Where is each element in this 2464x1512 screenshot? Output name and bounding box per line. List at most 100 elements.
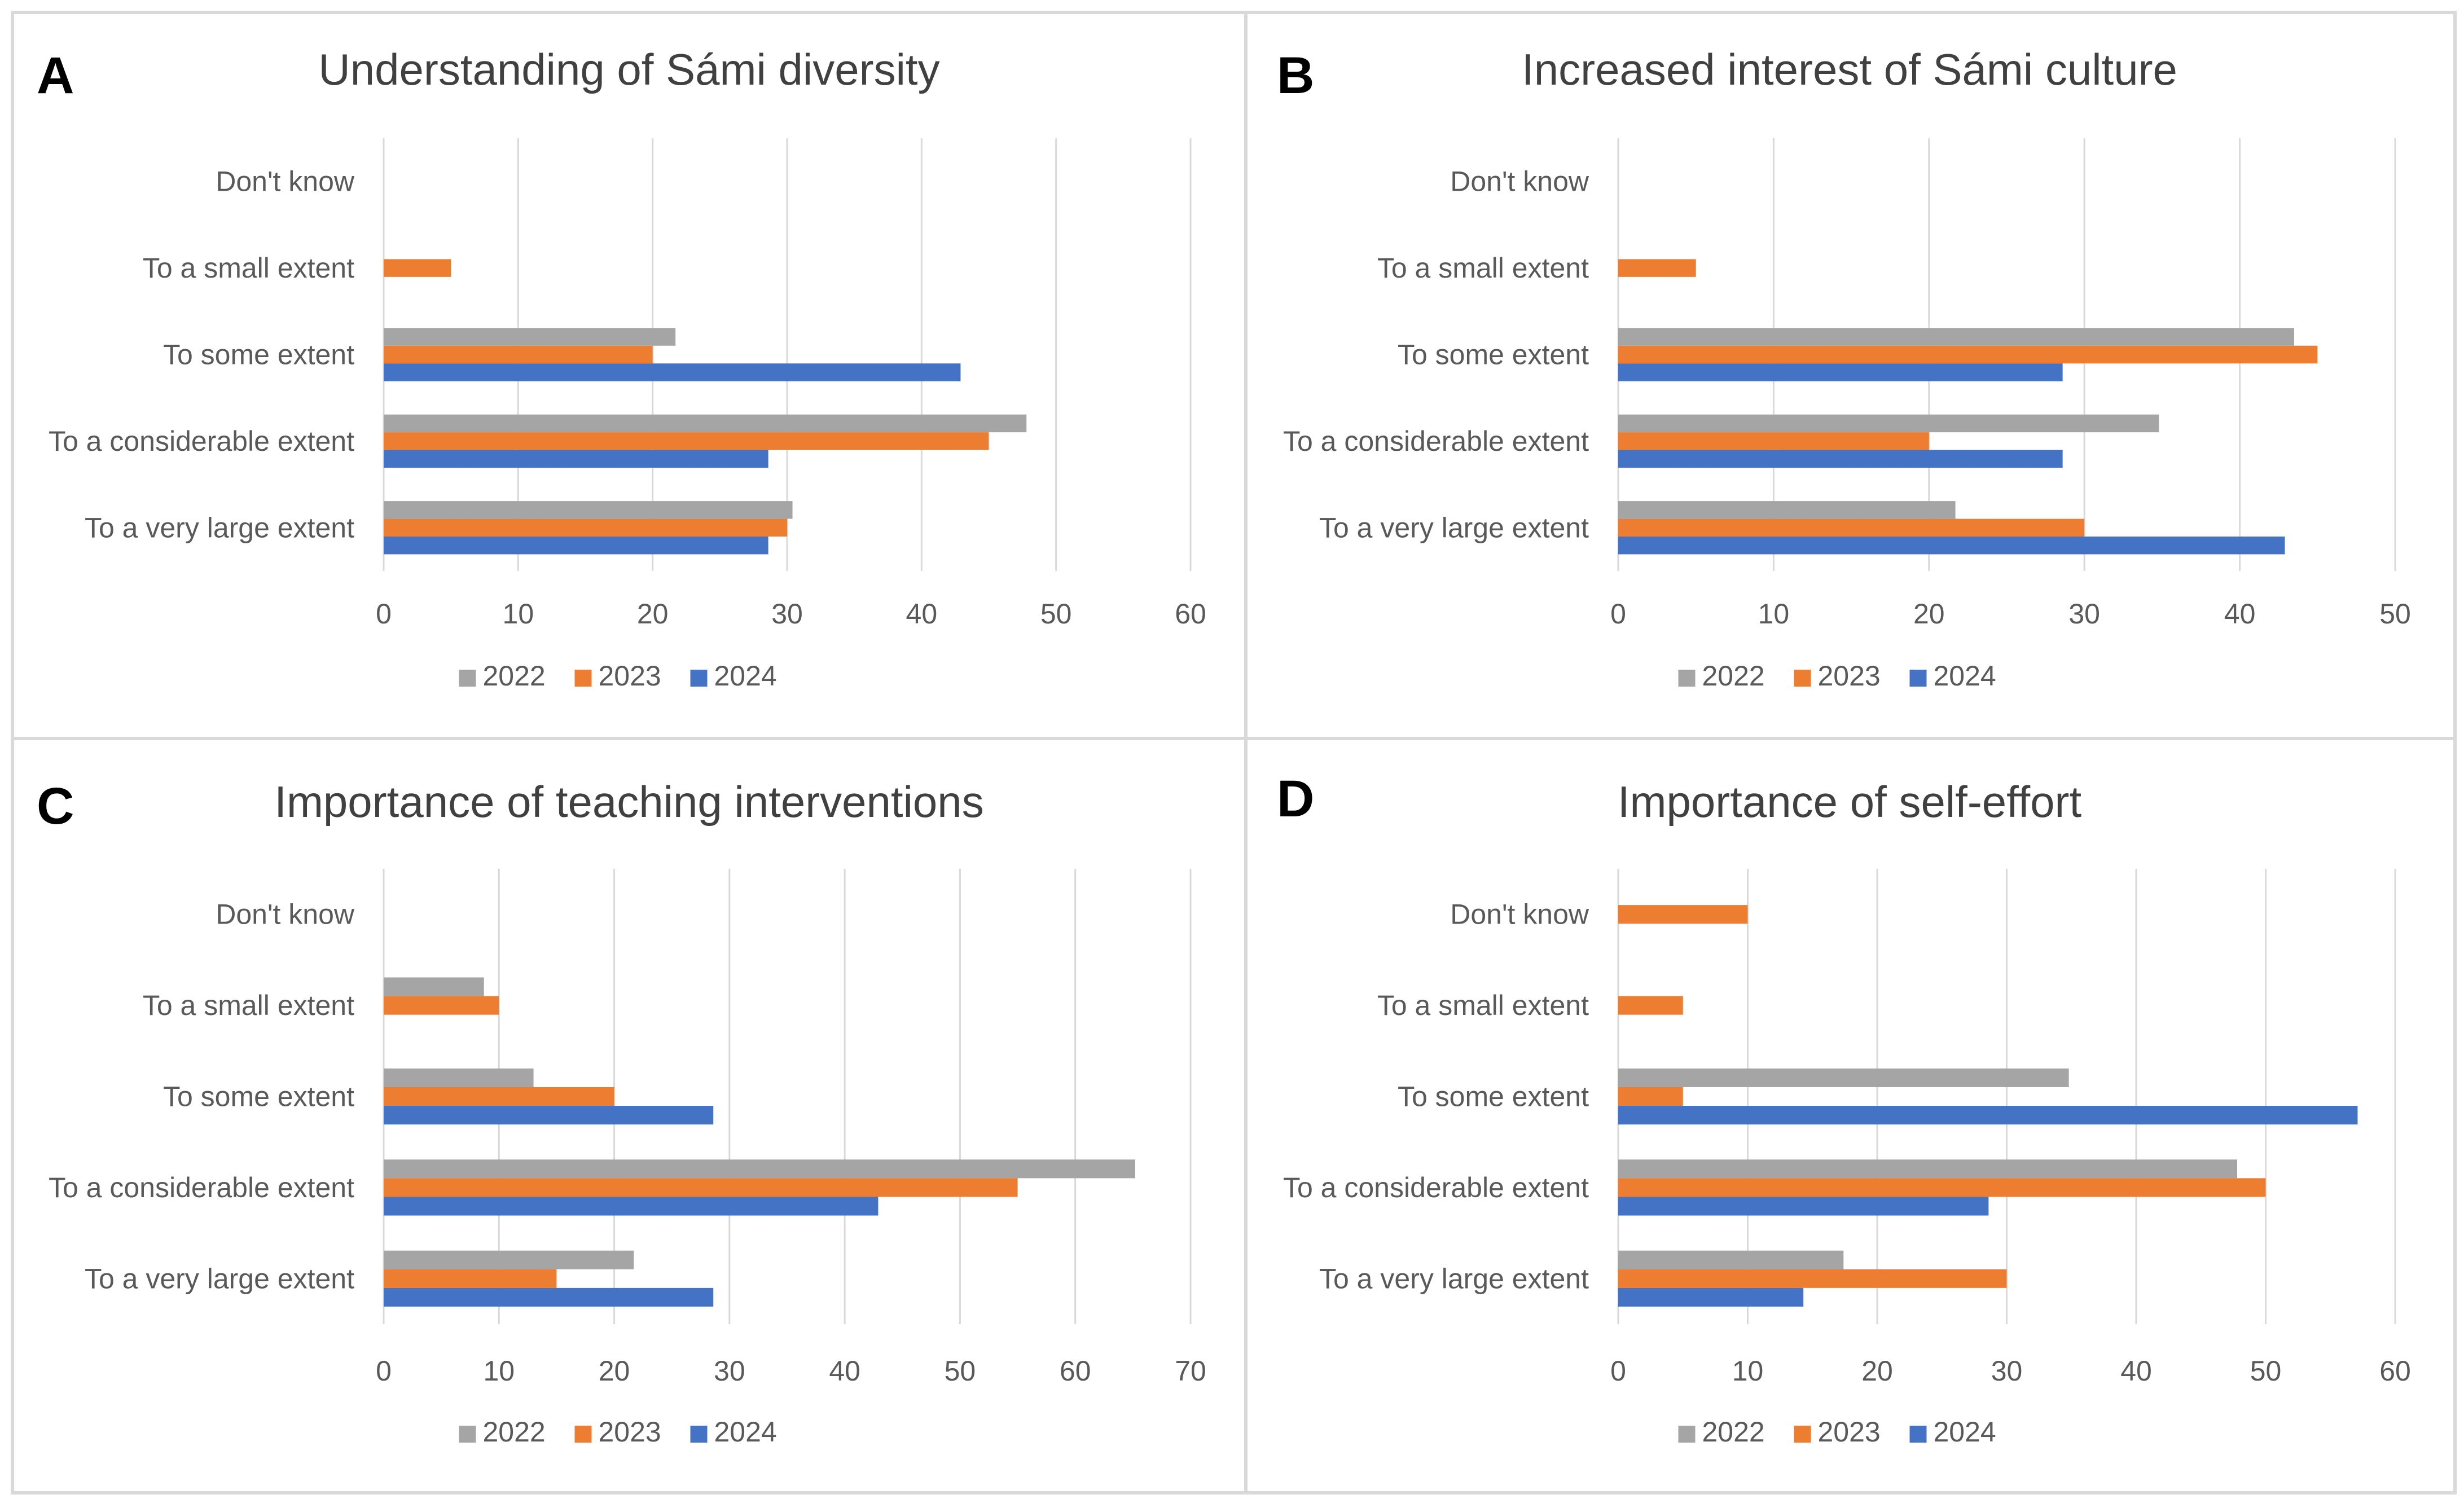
bar-2023-4 [384, 1269, 557, 1288]
bar-2024-3 [384, 1197, 879, 1216]
chart-title: Increased interest of Sámi culture [1522, 45, 2177, 94]
bar-2023-3 [384, 432, 989, 450]
category-label: To a small extent [143, 990, 354, 1021]
category-label: To a very large extent [1319, 1263, 1589, 1294]
x-tick-label: 60 [1060, 1355, 1091, 1387]
x-tick-label: 20 [637, 598, 669, 630]
bar-2022-2 [1618, 328, 2294, 346]
panel-letter: B [1277, 47, 1314, 104]
bar-2024-2 [1618, 1106, 2358, 1125]
category-label: To a considerable extent [49, 425, 354, 457]
category-label: To a very large extent [85, 1263, 354, 1294]
x-tick-label: 0 [1610, 598, 1626, 630]
x-tick-label: 50 [1040, 598, 1072, 630]
category-label: To a very large extent [85, 512, 354, 543]
legend-swatch-2023 [574, 670, 592, 687]
legend-label-2022: 2022 [1702, 660, 1765, 692]
category-label: Don't know [216, 899, 355, 930]
x-tick-label: 10 [1732, 1355, 1764, 1387]
category-label: Don't know [216, 166, 355, 197]
legend-swatch-2024 [1909, 1426, 1927, 1443]
bar-2024-4 [1618, 1287, 1804, 1307]
x-tick-label: 40 [2120, 1355, 2152, 1387]
legend-swatch-2022 [1678, 1426, 1696, 1443]
bar-2023-1 [384, 259, 451, 277]
bar-2023-2 [384, 345, 653, 364]
bar-2023-4 [384, 518, 787, 537]
bar-2022-4 [1618, 1250, 1844, 1269]
bar-2023-2 [1618, 345, 2318, 364]
x-tick-label: 20 [1913, 598, 1945, 630]
x-tick-label: 70 [1175, 1355, 1206, 1387]
chart-panel-d: D Importance of self-effort 0 10 20 30 40 50 60 D… [1244, 737, 2457, 1495]
x-tick-label: 10 [483, 1355, 515, 1387]
bar-2023-2 [1618, 1087, 1683, 1106]
category-label: To a small extent [1377, 252, 1589, 284]
legend-swatch-2023 [574, 1426, 592, 1443]
x-tick-label: 30 [714, 1355, 745, 1387]
bar-2022-1 [384, 977, 484, 996]
category-label: To a considerable extent [49, 1172, 354, 1203]
bar-2024-3 [1618, 1197, 1989, 1216]
legend-label-2024: 2024 [1934, 1416, 1996, 1448]
bar-2022-3 [1618, 1159, 2238, 1179]
bar-2023-3 [1618, 1178, 2266, 1197]
legend-label-2022: 2022 [483, 660, 546, 692]
x-tick-label: 10 [1758, 598, 1790, 630]
x-tick-label: 20 [599, 1355, 630, 1387]
x-tick-label: 0 [1610, 1355, 1626, 1387]
bar-2024-4 [384, 1287, 714, 1307]
bar-2022-4 [384, 1250, 634, 1269]
legend-swatch-2024 [690, 670, 708, 687]
category-label: To a small extent [143, 252, 354, 284]
bar-2023-4 [1618, 518, 2085, 537]
x-tick-label: 30 [2068, 598, 2100, 630]
x-tick-label: 20 [1861, 1355, 1893, 1387]
x-tick-label: 50 [945, 1355, 976, 1387]
legend-swatch-2022 [1678, 670, 1696, 687]
bar-2022-3 [384, 414, 1027, 433]
x-tick-label: 10 [503, 598, 534, 630]
chart-panel-b: B Increased interest of Sámi culture 0 10 20… [1244, 11, 2457, 740]
x-tick-label: 50 [2250, 1355, 2282, 1387]
legend-swatch-2024 [690, 1426, 708, 1443]
bar-2023-1 [384, 996, 499, 1015]
category-label: Don't know [1450, 899, 1589, 930]
panel-letter: C [37, 777, 74, 835]
legend-label-2024: 2024 [1934, 660, 1996, 692]
legend-label-2022: 2022 [1702, 1416, 1765, 1448]
bar-2022-3 [1618, 414, 2159, 433]
bar-2023-1 [1618, 259, 1696, 277]
legend-swatch-2023 [1794, 670, 1811, 687]
bar-2022-2 [384, 328, 676, 346]
legend-swatch-2023 [1794, 1426, 1811, 1443]
bar-2024-4 [384, 537, 768, 555]
x-tick-label: 30 [1991, 1355, 2023, 1387]
legend-swatch-2022 [459, 670, 476, 687]
category-label: To some extent [1398, 1081, 1589, 1113]
x-tick-label: 0 [376, 1355, 392, 1387]
x-tick-label: 60 [1175, 598, 1206, 630]
category-label: Don't know [1450, 166, 1589, 197]
bar-2024-2 [384, 363, 961, 381]
chart-title: Importance of self-effort [1618, 777, 2082, 827]
category-label: To a small extent [1377, 990, 1589, 1021]
bar-2022-4 [1618, 501, 1956, 519]
legend-label-2024: 2024 [714, 1416, 777, 1448]
bar-2024-3 [1618, 450, 2063, 468]
chart-title: Understanding of Sámi diversity [318, 45, 939, 94]
legend-label-2024: 2024 [714, 660, 777, 692]
category-label: To a considerable extent [1283, 1172, 1589, 1203]
category-label: To a very large extent [1319, 512, 1589, 543]
chart-title: Importance of teaching interventions [274, 777, 983, 827]
legend-label-2023: 2023 [599, 660, 661, 692]
legend-label-2022: 2022 [483, 1416, 546, 1448]
bar-2023-2 [384, 1087, 614, 1106]
x-tick-label: 60 [2379, 1355, 2411, 1387]
bar-2022-2 [384, 1068, 534, 1087]
legend-label-2023: 2023 [599, 1416, 661, 1448]
legend-swatch-2022 [459, 1426, 476, 1443]
bar-2022-4 [384, 501, 793, 519]
category-label: To some extent [1398, 339, 1589, 371]
x-tick-label: 40 [829, 1355, 860, 1387]
